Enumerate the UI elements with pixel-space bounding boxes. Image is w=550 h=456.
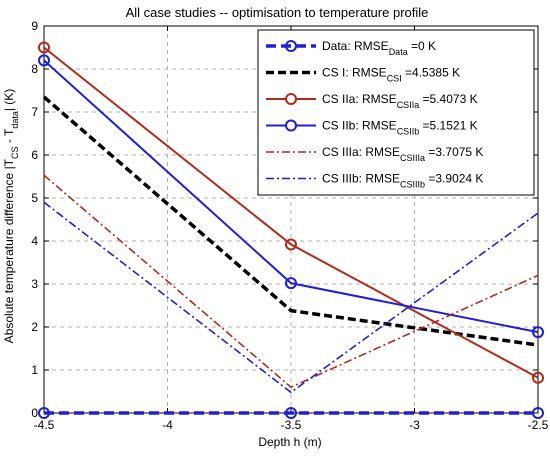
legend-marker-cs2a: [285, 93, 297, 105]
x-axis-label: Depth h (m): [258, 435, 321, 449]
data-point-cs2a: [38, 41, 50, 54]
legend-label-cs2a: CS IIa: RMSECSIIa =5.4073 K: [322, 92, 478, 110]
y-tick-label: 1: [31, 363, 38, 377]
chart-title: All case studies -- optimisation to temp…: [126, 5, 429, 20]
y-tick-label: 3: [31, 277, 38, 291]
data-point-data: [532, 407, 544, 419]
legend-label-cs3b: CS IIIb: RMSECSIIIb =3.9024 K: [322, 172, 483, 190]
series-lines: [38, 41, 544, 419]
y-tick-label: 4: [31, 234, 38, 248]
data-point-cs2a: [532, 371, 544, 384]
y-axis-label: Absolute temperature difference |TCS - T…: [2, 89, 20, 344]
y-tick-label: 2: [31, 320, 38, 334]
legend-marker-cs2b: [285, 119, 297, 132]
legend-marker-data: [285, 40, 297, 52]
y-tick-label: 0: [31, 406, 38, 420]
series-line-cs2b: [43, 59, 539, 334]
data-point-cs2a: [285, 238, 297, 251]
legend-label-cs2b: CS IIb: RMSECSIIb =5.1521 K: [322, 119, 478, 137]
legend-label-cs3a: CS IIIa: RMSECSIIIa =3.7075 K: [322, 145, 483, 163]
legend-label-data: Data: RMSEData =0 K: [322, 39, 436, 57]
data-point-cs2b: [38, 54, 50, 67]
x-tick-label: -3: [409, 418, 420, 432]
y-tick-label: 7: [31, 105, 38, 119]
data-point-data: [38, 407, 50, 419]
x-tick-label: -3.5: [281, 418, 302, 432]
legend-label-cs1: CS I: RMSECSI =4.5385 K: [322, 66, 460, 84]
x-tick-label: -4.5: [34, 418, 55, 432]
data-point-cs2b: [532, 326, 544, 339]
y-tick-label: 8: [31, 62, 38, 76]
x-tick-label: -4: [162, 418, 173, 432]
series-line-cs2a: [43, 46, 539, 379]
y-tick-label: 9: [31, 19, 38, 33]
y-tick-label: 5: [31, 191, 38, 205]
x-tick-label: -2.5: [528, 418, 549, 432]
y-tick-label: 6: [31, 148, 38, 162]
tick-labels: -4.5 -4 -3.5 -3 -2.5 0 1 2 3 4 5 6 7 8 9: [31, 19, 548, 432]
legend-box: [257, 29, 535, 196]
legend: Data: RMSEData =0 K CS I: RMSECSI =4.5385…: [257, 29, 535, 196]
data-point-data: [285, 407, 297, 419]
series-line-cs3b: [43, 201, 539, 394]
series-line-cs3a: [43, 174, 539, 389]
data-point-cs2b: [285, 277, 297, 290]
